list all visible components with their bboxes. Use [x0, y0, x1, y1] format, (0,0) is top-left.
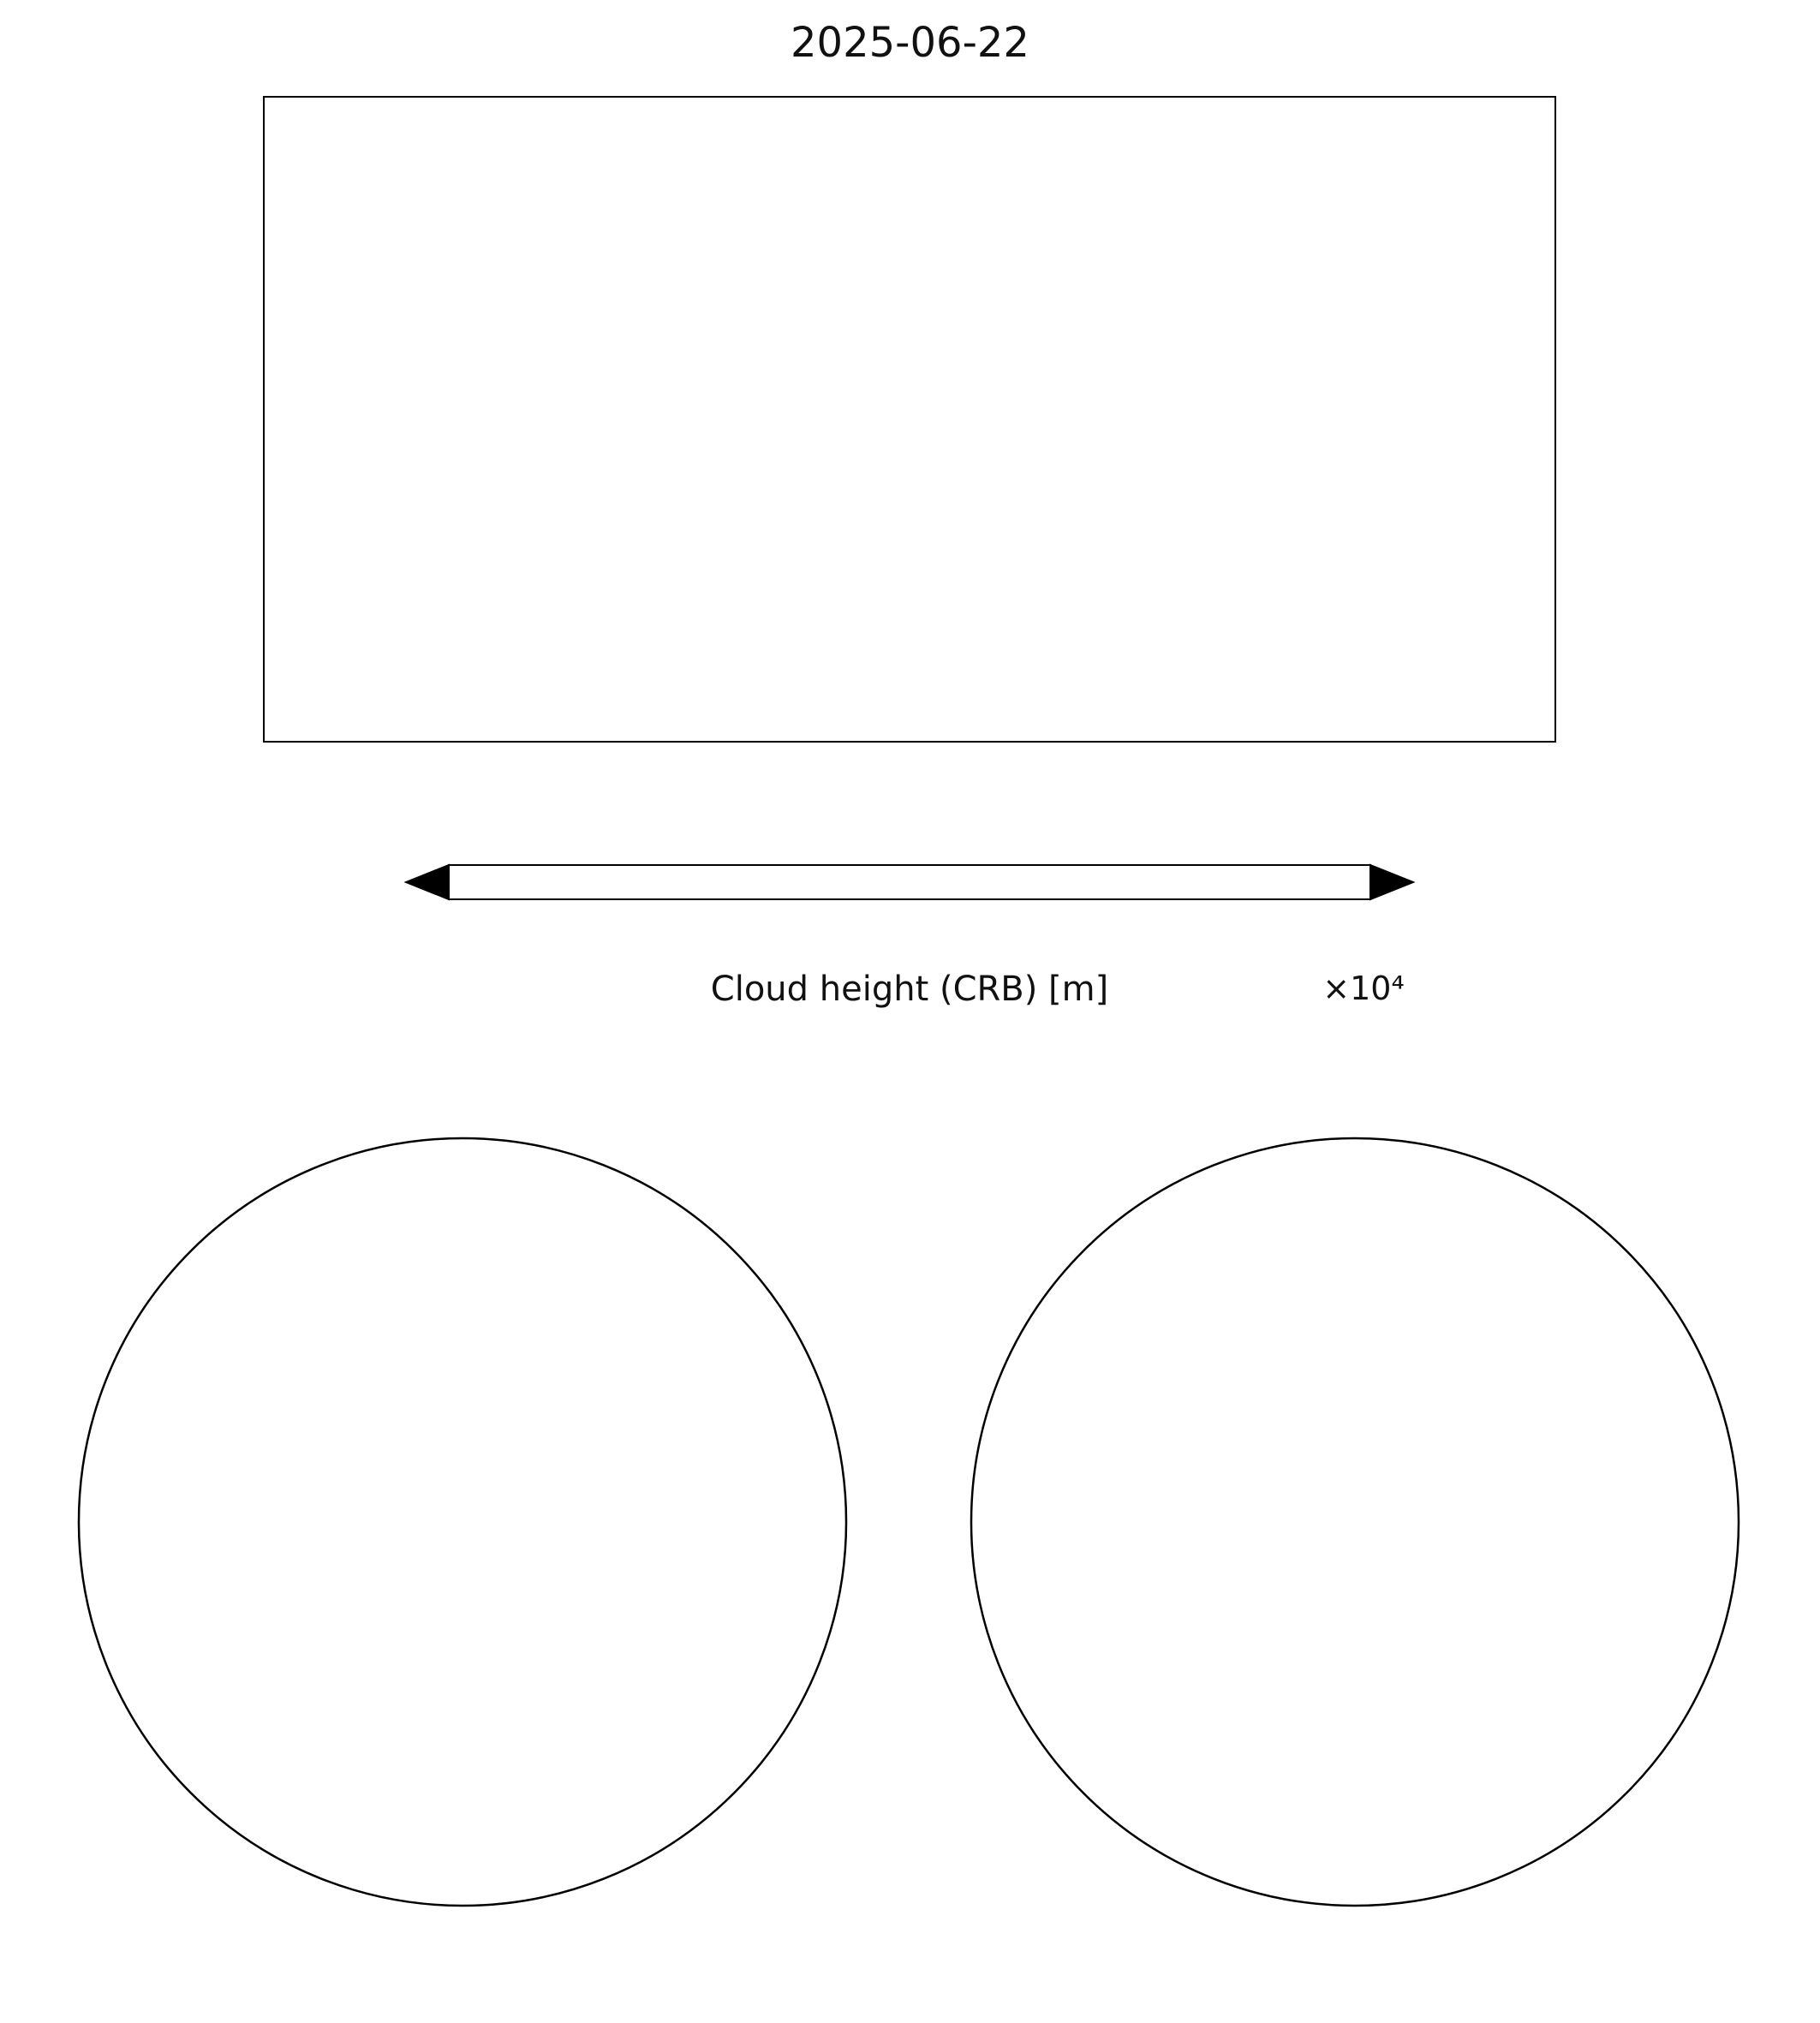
north-polar-canvas [77, 1137, 848, 1907]
global-map-panel [263, 96, 1556, 743]
colorbar-offset-text: ×10⁴ [1322, 970, 1405, 1007]
colorbar-bar [448, 864, 1371, 900]
north-polar-border [77, 1137, 848, 1907]
colorbar-label: Cloud height (CRB) [m] [710, 970, 1109, 1009]
colorbar-under-arrow [404, 863, 450, 901]
north-polar-overlay [77, 1137, 848, 1907]
figure-title: 2025-06-22 [791, 19, 1029, 67]
south-polar-border [970, 1137, 1740, 1907]
south-polar-panel [970, 1137, 1740, 1907]
colorbar-gradient [404, 863, 1415, 901]
global-map-border [263, 96, 1556, 743]
global-map-canvas [263, 96, 1556, 743]
colorbar-over-arrow [1369, 863, 1415, 901]
north-polar-panel [77, 1137, 848, 1907]
colorbar: Cloud height (CRB) [m] ×10⁴ [404, 863, 1415, 1043]
south-polar-overlay [970, 1137, 1740, 1907]
global-map-overlay [263, 96, 1556, 743]
south-polar-canvas [970, 1137, 1740, 1907]
